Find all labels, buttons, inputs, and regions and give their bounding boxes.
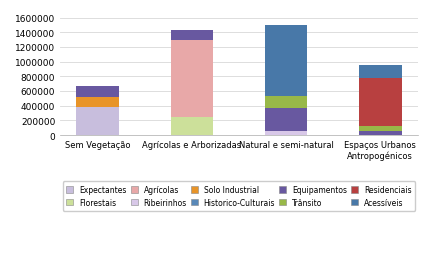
Bar [264,97,307,108]
Bar [358,65,401,78]
Bar [170,118,212,135]
Bar [358,78,401,127]
Legend: Expectantes, Florestais, Agrícolas, Ribeirinhos, Solo Industrial, Historico-Cult: Expectantes, Florestais, Agrícolas, Ribe… [63,181,414,211]
Bar [264,26,307,97]
Bar [264,108,307,131]
Bar [76,98,119,108]
Bar [170,31,212,40]
Bar [170,40,212,118]
Bar [358,127,401,131]
Bar [358,131,401,135]
Bar [76,86,119,98]
Bar [76,108,119,135]
Bar [264,131,307,135]
